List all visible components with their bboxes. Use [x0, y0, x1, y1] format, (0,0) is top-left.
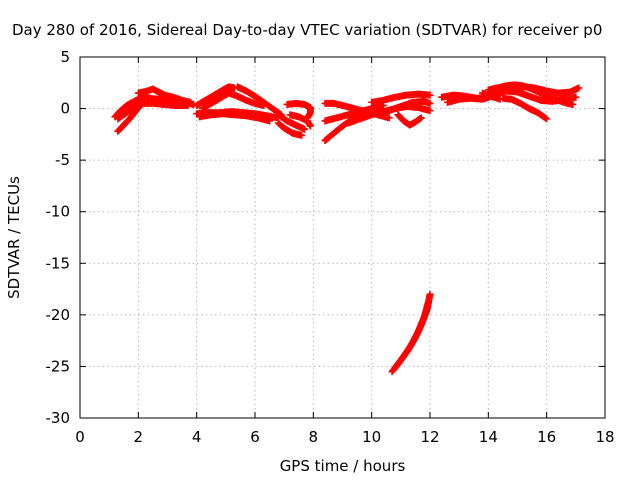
y-tick-label: -15 — [46, 254, 71, 272]
x-tick-label: 4 — [192, 428, 202, 446]
data-point — [426, 290, 434, 298]
data-point — [575, 84, 583, 92]
y-tick-label: -10 — [46, 203, 71, 221]
data-point — [572, 93, 580, 101]
x-tick-label: 16 — [537, 428, 556, 446]
y-tick-label: 5 — [60, 48, 70, 66]
data-points — [111, 81, 583, 376]
axis-ticks: 0 2 4 6 8 10 12 14 16 18 5 0 -5 -10 -15 -20 -25 -30 — [46, 48, 615, 446]
data-point — [385, 114, 393, 122]
data-point — [496, 95, 504, 103]
data-point — [306, 122, 314, 130]
y-axis-label: SDTVAR / TECUs — [5, 176, 23, 299]
x-tick-label: 10 — [362, 428, 381, 446]
y-tick-label: -30 — [46, 409, 71, 427]
data-point — [417, 114, 425, 122]
x-tick-label: 0 — [75, 428, 85, 446]
data-point — [425, 297, 433, 305]
data-point — [298, 131, 306, 139]
x-tick-label: 2 — [134, 428, 144, 446]
y-tick-label: -25 — [46, 357, 71, 375]
data-point — [266, 117, 274, 125]
chart-title: Day 280 of 2016, Sidereal Day-to-day VTE… — [12, 21, 602, 39]
y-tick-label: -5 — [55, 151, 70, 169]
grid — [80, 57, 605, 418]
data-point — [301, 125, 309, 133]
data-point — [416, 115, 424, 123]
y-tick-label: 0 — [60, 100, 70, 118]
x-tick-label: 6 — [250, 428, 260, 446]
data-point — [543, 115, 551, 123]
data-point — [426, 91, 434, 99]
x-tick-label: 12 — [420, 428, 439, 446]
x-tick-label: 18 — [595, 428, 614, 446]
data-point — [426, 99, 434, 107]
plot-frame — [79, 56, 606, 419]
data-point — [569, 100, 577, 108]
data-point — [184, 101, 192, 109]
data-point — [426, 107, 434, 115]
x-axis-label: GPS time / hours — [280, 457, 406, 475]
x-tick-label: 14 — [479, 428, 498, 446]
x-tick-label: 8 — [309, 428, 319, 446]
y-tick-label: -20 — [46, 306, 71, 324]
data-point — [541, 114, 549, 122]
